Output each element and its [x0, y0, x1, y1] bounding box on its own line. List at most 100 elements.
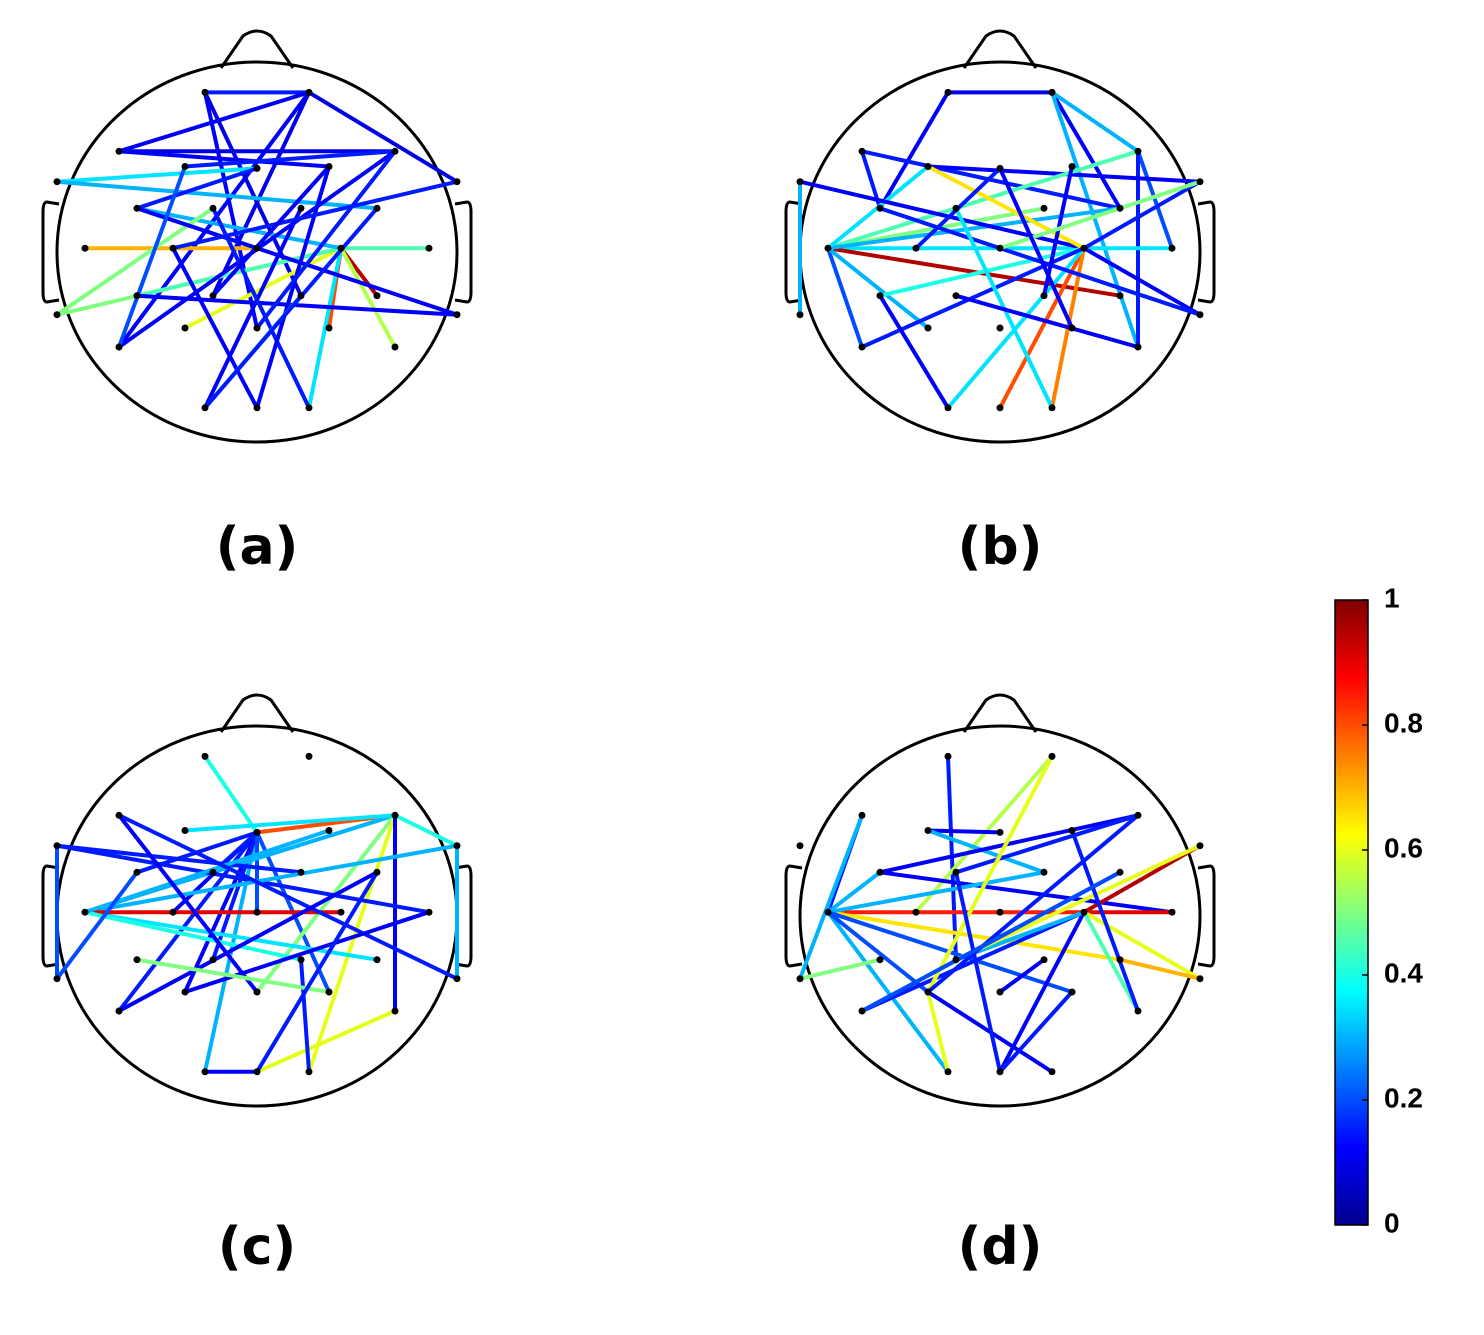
electrode	[373, 204, 381, 212]
electrode	[858, 343, 866, 351]
connection	[826, 910, 950, 1074]
electrode	[1134, 343, 1142, 351]
connection	[339, 246, 397, 349]
electrode	[1048, 1068, 1056, 1076]
connection	[860, 870, 1122, 1013]
ear	[1197, 200, 1216, 304]
electrode	[876, 292, 884, 300]
nose	[962, 693, 1038, 733]
electrode	[876, 868, 884, 876]
electrode	[1196, 975, 1204, 983]
connection	[878, 870, 1174, 915]
ear	[454, 864, 473, 968]
connection	[203, 206, 379, 410]
connection	[1070, 828, 1140, 1013]
connection	[926, 828, 1002, 835]
electrode	[305, 1068, 313, 1076]
electrode	[425, 908, 433, 916]
electrode	[253, 404, 261, 412]
connection	[926, 754, 1054, 994]
electrode	[1134, 147, 1142, 155]
connection	[135, 166, 259, 211]
electrode	[453, 311, 461, 319]
connection	[1082, 910, 1202, 981]
electrode	[305, 88, 313, 96]
electrode	[181, 988, 189, 996]
head-plot	[41, 29, 473, 444]
electrode	[201, 752, 209, 760]
connection	[798, 813, 864, 981]
connection	[826, 910, 1122, 962]
electrode	[297, 292, 305, 300]
electrode	[924, 163, 932, 170]
head-plot	[784, 693, 1216, 1108]
electrode	[996, 1068, 1004, 1076]
electrode	[996, 828, 1004, 836]
panel-label: (b)	[958, 517, 1043, 577]
connection	[255, 1009, 397, 1074]
electrode	[996, 908, 1004, 916]
electrode	[305, 752, 313, 760]
electrode	[253, 988, 261, 996]
head-outline	[798, 724, 1202, 1108]
connection	[798, 957, 882, 981]
electrode	[796, 842, 804, 850]
connection	[135, 957, 331, 994]
electrode	[209, 868, 217, 876]
panel-label: (c)	[218, 1217, 296, 1277]
electrode	[325, 827, 333, 834]
electrode	[133, 868, 141, 876]
electrode	[1040, 868, 1048, 876]
nose	[219, 29, 295, 69]
connection	[998, 166, 1074, 330]
electrode	[201, 404, 209, 412]
electrode	[133, 956, 141, 964]
ear	[784, 200, 803, 304]
connection	[55, 870, 139, 981]
colorbar-tick-label: 0.8	[1384, 707, 1423, 738]
connection	[826, 246, 864, 349]
connection	[83, 828, 331, 915]
connection	[183, 813, 397, 833]
connection	[826, 910, 930, 994]
electrode	[209, 292, 217, 300]
electrode	[297, 868, 305, 876]
ear	[454, 200, 473, 304]
electrode	[209, 956, 217, 964]
electrode	[996, 244, 1004, 252]
electrode	[796, 975, 804, 983]
electrode	[253, 324, 261, 332]
electrode	[115, 811, 123, 819]
electrode	[391, 1007, 399, 1015]
connection	[998, 990, 1074, 1074]
electrode	[796, 311, 804, 319]
electrode	[305, 404, 313, 412]
electrode	[1168, 908, 1176, 916]
connection	[954, 813, 1140, 875]
electrode	[952, 956, 960, 964]
panel-label: (a)	[216, 517, 299, 577]
connection	[954, 293, 1140, 349]
ear	[1197, 864, 1216, 968]
electrode	[253, 828, 261, 836]
electrode	[824, 244, 832, 252]
electrode	[53, 975, 61, 983]
electrode	[325, 988, 333, 996]
electrode	[53, 842, 61, 850]
electrode	[952, 292, 960, 300]
connection	[926, 990, 950, 1074]
connection	[117, 813, 259, 994]
head-plot	[41, 693, 473, 1108]
connection	[998, 179, 1202, 251]
connection	[1050, 90, 1140, 154]
connection	[926, 813, 1140, 994]
connection	[878, 293, 950, 410]
electrode	[876, 204, 884, 212]
electrode	[1040, 204, 1048, 212]
electrode	[912, 244, 920, 252]
electrode	[1080, 908, 1088, 916]
electrode	[1116, 868, 1124, 876]
connection	[117, 813, 459, 981]
connection	[826, 246, 930, 330]
connection	[946, 246, 1086, 410]
